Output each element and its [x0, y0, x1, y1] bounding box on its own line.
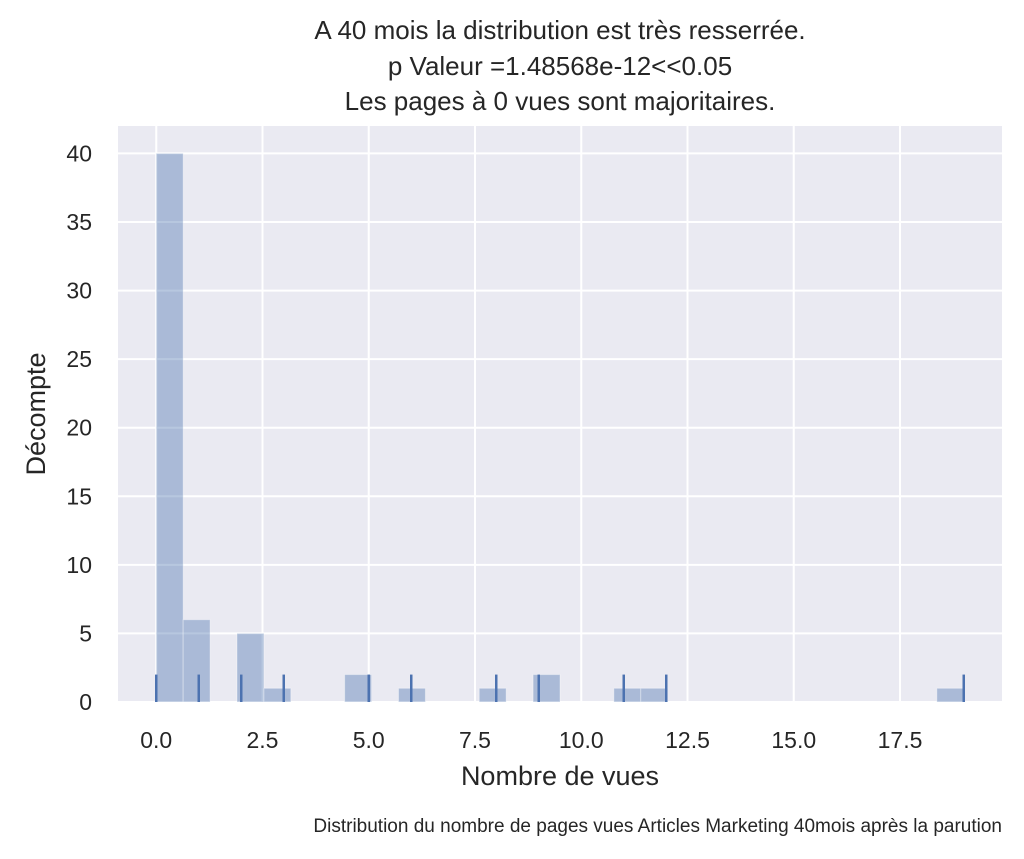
y-tick-label: 0: [79, 689, 92, 715]
histogram-bar: [182, 619, 211, 703]
x-tick-label: 0.0: [140, 727, 172, 753]
y-axis-label: Décompte: [21, 352, 51, 475]
histogram-bar: [640, 687, 669, 703]
x-tick-label: 12.5: [665, 727, 710, 753]
y-tick-label: 30: [66, 278, 92, 304]
histogram-bar: [936, 687, 965, 703]
y-tick-label: 15: [66, 483, 92, 509]
grid-lines: [118, 126, 1002, 703]
histogram-bar: [344, 674, 373, 703]
y-tick-label: 5: [79, 620, 92, 646]
histogram-bars: [155, 152, 965, 703]
chart-title-line-1: A 40 mois la distribution est très resse…: [314, 15, 806, 45]
x-tick-label: 17.5: [878, 727, 923, 753]
x-tick-label: 7.5: [459, 727, 491, 753]
x-tick-label: 10.0: [559, 727, 604, 753]
rug-marks: [155, 674, 965, 702]
y-tick-label: 10: [66, 552, 92, 578]
y-tick-label: 35: [66, 209, 92, 235]
histogram-bar: [532, 674, 561, 703]
histogram-bar: [263, 687, 292, 703]
x-tick-label: 15.0: [771, 727, 816, 753]
y-tick-label: 40: [66, 140, 92, 166]
figure-caption: Distribution du nombre de pages vues Art…: [313, 816, 1002, 837]
histogram-bar: [155, 152, 184, 703]
tick-labels: 0.0 2.5 5.0 7.5 10.0 12.5 15.0 17.5 0 5 10 15 20 25 30…: [66, 140, 922, 753]
x-tick-label: 5.0: [353, 727, 385, 753]
x-tick-label: 2.5: [247, 727, 279, 753]
y-tick-label: 20: [66, 415, 92, 441]
plot-area: [118, 126, 1002, 702]
chart-title-line-3: Les pages à 0 vues sont majoritaires.: [344, 86, 776, 116]
x-axis-label: Nombre de vues: [461, 761, 659, 791]
y-tick-label: 25: [66, 346, 92, 372]
histogram-bar: [613, 687, 642, 703]
histogram-bar: [478, 687, 507, 703]
chart-title-line-2: p Valeur =1.48568e-12<<0.05: [387, 51, 733, 81]
